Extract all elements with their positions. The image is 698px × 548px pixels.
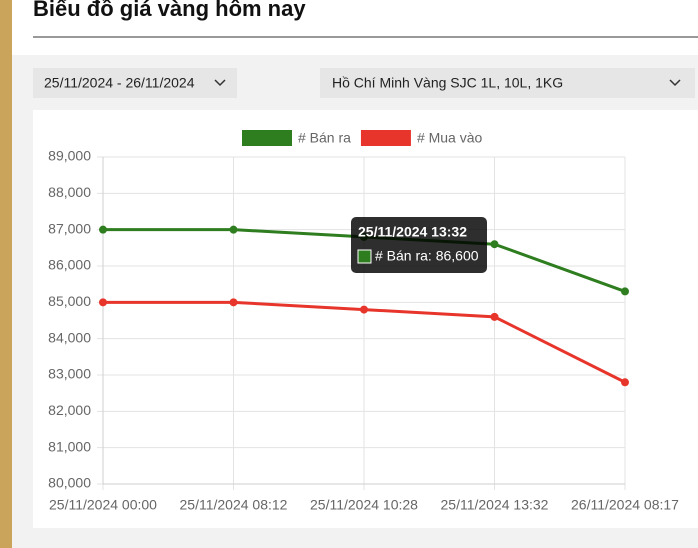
date-range: 25/11/2024 - 26/11/2024 [44, 75, 195, 91]
point [99, 225, 107, 234]
y-tick-label: 86,000 [48, 257, 91, 273]
x-tick-label: 25/11/2024 10:28 [310, 497, 418, 513]
point [360, 305, 368, 314]
chevron [669, 79, 681, 87]
tooltip-box [351, 217, 487, 273]
tooltip-text: # Bán ra: 86,600 [375, 248, 479, 264]
x-tick-label: 25/11/2024 08:12 [180, 497, 288, 513]
header-bg [0, 0, 698, 55]
product-select[interactable] [320, 68, 695, 98]
y-tick-label: 82,000 [48, 402, 91, 418]
point [621, 287, 629, 296]
point [490, 312, 499, 321]
y-tick-label: 80,000 [48, 475, 91, 491]
point [490, 240, 499, 249]
y-tick-label: 84,000 [48, 329, 91, 345]
chevron [214, 79, 226, 87]
y-tick-label: 87,000 [48, 220, 91, 236]
tooltip-title: 25/11/2024 13:32 [358, 224, 467, 240]
y-tick-label: 89,000 [48, 148, 91, 164]
y-tick-label: 83,000 [48, 366, 91, 382]
x-tick-label: 26/11/2024 08:17 [571, 497, 679, 513]
legend-swatch [242, 130, 292, 146]
x-tick-label: 25/11/2024 00:00 [49, 497, 157, 513]
x-tick-label: 25/11/2024 13:32 [441, 497, 549, 513]
y-tick-label: 81,000 [48, 438, 91, 454]
point [99, 298, 107, 307]
point [621, 378, 629, 387]
date-select[interactable] [33, 68, 237, 98]
legend-label: # Bán ra [298, 130, 351, 146]
plot: 80,000 81,000 82,000 83,000 84,000 85,000 86,0… [48, 130, 679, 513]
chart-panel [33, 110, 698, 528]
side-bar [0, 0, 12, 548]
product: Hồ Chí Minh Vàng SJC 1L, 10L, 1KG [332, 75, 563, 91]
legend-label: # Mua vào [417, 130, 483, 146]
y-tick-label: 88,000 [48, 184, 91, 200]
point [229, 225, 238, 234]
legend-swatch [360, 130, 411, 146]
tooltip-swatch [357, 249, 372, 264]
y-tick-label: 85,000 [48, 293, 91, 309]
point [229, 298, 238, 307]
page-title: Biểu đồ giá vàng hôm nay [33, 0, 306, 21]
